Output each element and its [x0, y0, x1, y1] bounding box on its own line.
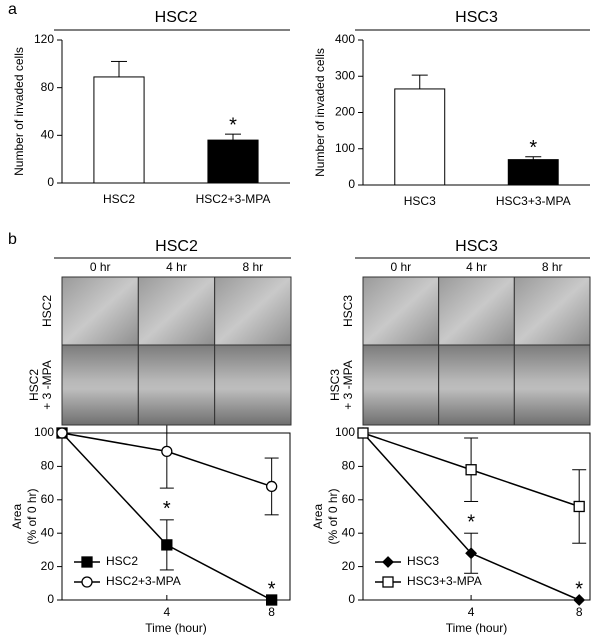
x-tick-label: 8: [576, 605, 583, 619]
y-tick-label: 40: [41, 128, 55, 142]
y-axis-label: Area: [311, 504, 325, 530]
micrograph: [438, 344, 515, 426]
legend-label: HSC3+3-MPA: [407, 574, 482, 588]
y-tick-label: 200: [335, 105, 355, 119]
micrograph: [61, 344, 139, 426]
data-point: [266, 480, 278, 493]
y-axis-label: Number of invaded cells: [12, 47, 26, 176]
y-axis-label: Area: [10, 504, 24, 530]
micrograph: [362, 344, 440, 426]
data-point: [266, 594, 278, 606]
micrograph: [513, 344, 591, 426]
significance-mark: *: [529, 137, 537, 159]
micrograph: [137, 344, 216, 426]
row-label: + 3 -MPA: [40, 360, 54, 409]
chart-title: HSC3: [455, 9, 498, 26]
significance-mark: *: [575, 578, 583, 600]
x-tick-label: 4: [163, 605, 170, 619]
y-tick-label: 0: [47, 175, 54, 189]
significance-mark: *: [163, 498, 171, 520]
y-tick-label: 300: [335, 68, 355, 82]
panel-title: HSC2: [155, 238, 198, 255]
x-tick-label: HSC3+3-MPA: [496, 194, 571, 208]
x-tick-label: 8: [268, 605, 275, 619]
significance-mark: *: [467, 511, 475, 533]
y-tick-label: 20: [41, 559, 55, 573]
x-tick-label: 4: [468, 605, 475, 619]
y-tick-label: 0: [348, 177, 355, 191]
y-tick-label: 0: [47, 592, 54, 606]
data-point: [573, 594, 586, 606]
bar: [394, 88, 446, 186]
y-tick-label: 80: [41, 80, 55, 94]
y-axis-label: (% of 0 hr): [25, 488, 39, 544]
panel-label: b: [8, 231, 17, 248]
micrograph: [61, 276, 139, 346]
y-tick-label: 60: [41, 492, 55, 506]
row-label: HSC2: [27, 369, 41, 401]
x-tick-label: HSC2: [103, 192, 135, 206]
y-tick-label: 40: [41, 525, 55, 539]
data-point: [573, 500, 585, 513]
y-tick-label: 80: [41, 459, 55, 473]
legend-label: HSC3: [407, 554, 439, 568]
legend-label: HSC2: [106, 554, 138, 568]
y-tick-label: 80: [342, 459, 356, 473]
y-tick-label: 400: [335, 32, 355, 46]
x-axis-label: Time (hour): [145, 621, 207, 635]
data-point: [465, 547, 478, 560]
micrograph: [513, 276, 591, 346]
column-label: 4 hr: [466, 260, 487, 274]
y-tick-label: 100: [34, 425, 54, 439]
row-label: HSC3: [328, 369, 342, 401]
data-point: [465, 464, 477, 476]
micrograph: [214, 276, 292, 346]
y-tick-label: 120: [34, 32, 54, 46]
legend-marker: [382, 576, 394, 588]
micrograph: [214, 344, 292, 426]
data-point: [161, 539, 173, 551]
y-axis-label: (% of 0 hr): [326, 488, 340, 544]
column-label: 0 hr: [390, 260, 411, 274]
x-tick-label: HSC3: [404, 194, 436, 208]
column-label: 8 hr: [242, 260, 263, 274]
micrograph: [362, 276, 440, 346]
row-label: + 3 -MPA: [341, 360, 355, 409]
x-axis-label: Time (hour): [446, 621, 508, 635]
panel-label: a: [8, 1, 17, 18]
micrograph: [137, 276, 216, 346]
bar: [507, 159, 559, 186]
micrograph: [438, 276, 515, 346]
legend-marker: [382, 556, 394, 568]
y-tick-label: 100: [335, 141, 355, 155]
row-label: HSC2: [40, 295, 54, 327]
significance-mark: *: [268, 578, 276, 600]
data-point: [161, 445, 173, 458]
y-axis-label: Number of invaded cells: [313, 48, 327, 177]
significance-mark: *: [229, 114, 237, 136]
bar: [93, 76, 145, 184]
y-tick-label: 100: [335, 425, 355, 439]
column-label: 4 hr: [166, 260, 187, 274]
legend-label: HSC2+3-MPA: [106, 574, 181, 588]
panel-title: HSC3: [455, 238, 498, 255]
y-tick-label: 60: [342, 492, 356, 506]
y-tick-label: 40: [342, 525, 356, 539]
data-point: [357, 427, 369, 439]
row-label: HSC3: [341, 295, 355, 327]
legend-marker: [81, 576, 93, 588]
y-tick-label: 0: [348, 592, 355, 606]
column-label: 8 hr: [542, 260, 563, 274]
y-tick-label: 20: [342, 559, 356, 573]
data-point: [56, 427, 68, 439]
chart-title: HSC2: [155, 9, 198, 26]
x-tick-label: HSC2+3-MPA: [196, 192, 271, 206]
column-label: 0 hr: [90, 260, 111, 274]
bar: [207, 139, 259, 184]
legend-marker: [81, 556, 93, 568]
